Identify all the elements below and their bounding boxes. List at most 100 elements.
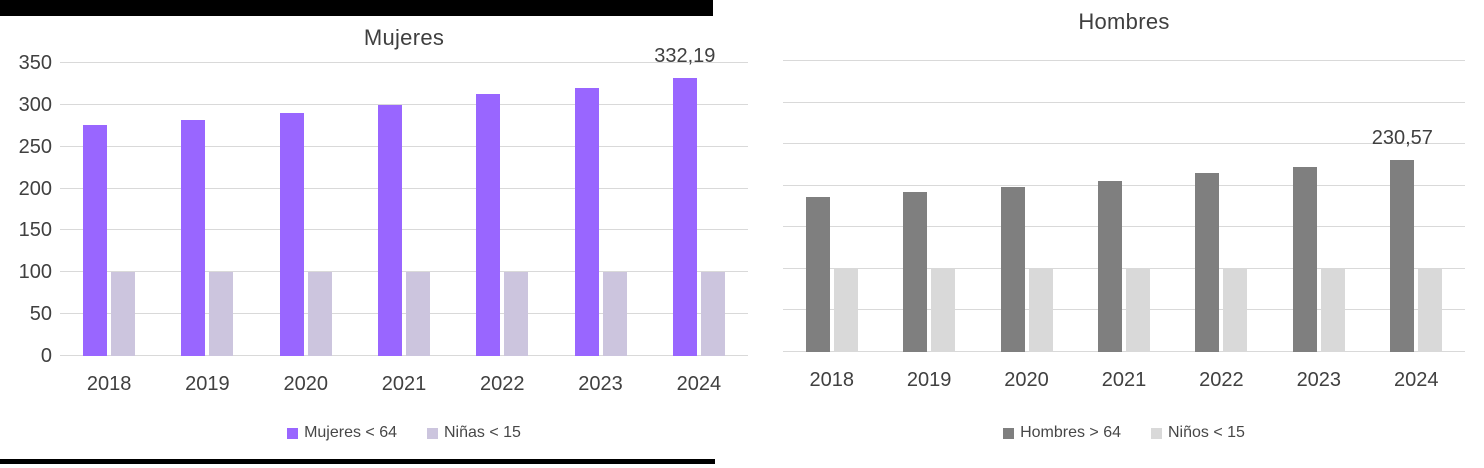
legend-swatch-icon xyxy=(1151,427,1162,439)
y-axis-label: 250 xyxy=(18,135,52,158)
x-axis-label: 2023 xyxy=(578,373,623,395)
plot-area-mujeres: 2018 2019 2020 2021 2022 2023 2024 0 50 100 150 20… xyxy=(19,46,748,395)
bar xyxy=(1097,180,1122,352)
bar xyxy=(833,268,858,352)
x-axis-label: 2024 xyxy=(1393,369,1439,391)
bar xyxy=(1418,268,1443,352)
x-axis-label: 2019 xyxy=(185,373,230,395)
y-axis-label: 0 xyxy=(40,345,52,367)
bar-pair xyxy=(1390,61,1443,352)
bar-pair xyxy=(181,63,234,356)
bar-pair xyxy=(1195,61,1248,352)
bar-pair xyxy=(377,63,430,356)
category-group: 2019 xyxy=(158,63,256,395)
gridline xyxy=(783,226,1465,228)
category-group: 2018 xyxy=(60,63,158,395)
x-axis-label: 2020 xyxy=(1004,369,1049,391)
bar-pair xyxy=(279,63,332,356)
bar xyxy=(405,272,430,356)
chart-title-mujeres: Mujeres xyxy=(363,25,445,50)
legend-hombres: Hombres > 64 Niños < 15 xyxy=(783,424,1465,442)
legend-item: Mujeres < 64 xyxy=(287,424,397,442)
bar xyxy=(181,119,206,356)
legend-label: Mujeres < 64 xyxy=(304,424,397,441)
bar xyxy=(209,272,234,356)
legend-swatch-icon xyxy=(427,427,438,439)
category-group: 2019 xyxy=(880,61,977,391)
y-axis-label: 100 xyxy=(18,261,52,284)
category-group: 2024 xyxy=(650,63,748,395)
bar-pair xyxy=(1292,61,1345,352)
bar xyxy=(1390,160,1415,352)
bar xyxy=(279,113,304,356)
bar xyxy=(1000,186,1025,352)
legend-item: Niñas < 15 xyxy=(427,424,521,442)
category-group: 2024 xyxy=(1368,61,1465,391)
gridline xyxy=(60,62,748,63)
legend-item: Hombres > 64 xyxy=(1003,424,1121,442)
bar xyxy=(574,88,599,356)
gridline xyxy=(783,184,1465,186)
bar xyxy=(1125,268,1150,352)
bar-pair xyxy=(672,63,725,356)
category-group: 2023 xyxy=(1270,61,1367,391)
gridline xyxy=(783,60,1465,61)
y-axis-label: 50 xyxy=(29,303,52,326)
bar xyxy=(1320,268,1345,352)
gridline xyxy=(60,313,748,315)
bar-pair xyxy=(805,61,858,352)
gridline xyxy=(783,267,1465,269)
bar xyxy=(476,93,501,356)
bar-pair xyxy=(1097,61,1150,352)
x-axis-label: 2020 xyxy=(283,373,328,395)
x-axis-label: 2022 xyxy=(1199,369,1244,391)
legend-label: Niñas < 15 xyxy=(444,424,521,441)
bar-pair xyxy=(574,63,627,356)
top-black-bar xyxy=(0,0,713,16)
bar xyxy=(672,77,697,356)
gridline xyxy=(783,143,1465,145)
gridline xyxy=(60,103,748,105)
x-axis-label: 2021 xyxy=(1101,369,1147,391)
bar xyxy=(1028,268,1053,352)
category-group: 2018 xyxy=(783,61,880,391)
bar xyxy=(83,124,108,356)
bar xyxy=(931,268,956,352)
bottom-black-bar xyxy=(0,459,715,464)
bar xyxy=(1223,268,1248,352)
category-group: 2020 xyxy=(978,61,1075,391)
bar-groups: 2018 2019 2020 2021 2022 2023 2024 xyxy=(783,61,1465,391)
bar-pair xyxy=(1000,61,1053,352)
x-axis-label: 2024 xyxy=(676,373,722,395)
plot-area-hombres: 2018 2019 2020 2021 2022 2023 2024 230,57 xyxy=(783,60,1465,391)
gridline xyxy=(783,351,1465,352)
x-axis-label: 2023 xyxy=(1296,369,1342,391)
x-axis-label: 2021 xyxy=(381,373,427,395)
x-axis-label: 2022 xyxy=(480,373,525,395)
bar xyxy=(504,272,529,356)
bar-pair xyxy=(83,63,136,356)
gridline xyxy=(60,355,748,356)
data-label: 332,19 xyxy=(654,44,716,67)
gridline xyxy=(60,229,748,231)
bar xyxy=(377,104,402,356)
bar-pair xyxy=(903,61,956,352)
y-axis-label: 200 xyxy=(18,177,52,200)
category-group: 2022 xyxy=(453,63,551,395)
mujeres-chart: Mujeres 2018 2019 2020 2021 2022 2023 2024 0 50… xyxy=(0,0,750,455)
x-axis-label: 2018 xyxy=(86,373,132,395)
gridline xyxy=(60,145,748,147)
bar-pair xyxy=(476,63,529,356)
x-axis-label: 2018 xyxy=(809,369,854,391)
bar xyxy=(1195,173,1220,352)
legend-swatch-icon xyxy=(287,427,299,439)
bar xyxy=(903,192,928,352)
gridline xyxy=(60,271,748,273)
bar xyxy=(602,272,627,356)
category-group: 2021 xyxy=(355,63,453,395)
gridline xyxy=(783,101,1465,103)
legend-swatch-icon xyxy=(1003,427,1015,439)
legend-label: Hombres > 64 xyxy=(1020,424,1121,441)
y-axis-label: 150 xyxy=(18,219,52,242)
hombres-chart: Hombres 2018 2019 2020 2021 2022 2023 2024 230… xyxy=(760,0,1484,455)
